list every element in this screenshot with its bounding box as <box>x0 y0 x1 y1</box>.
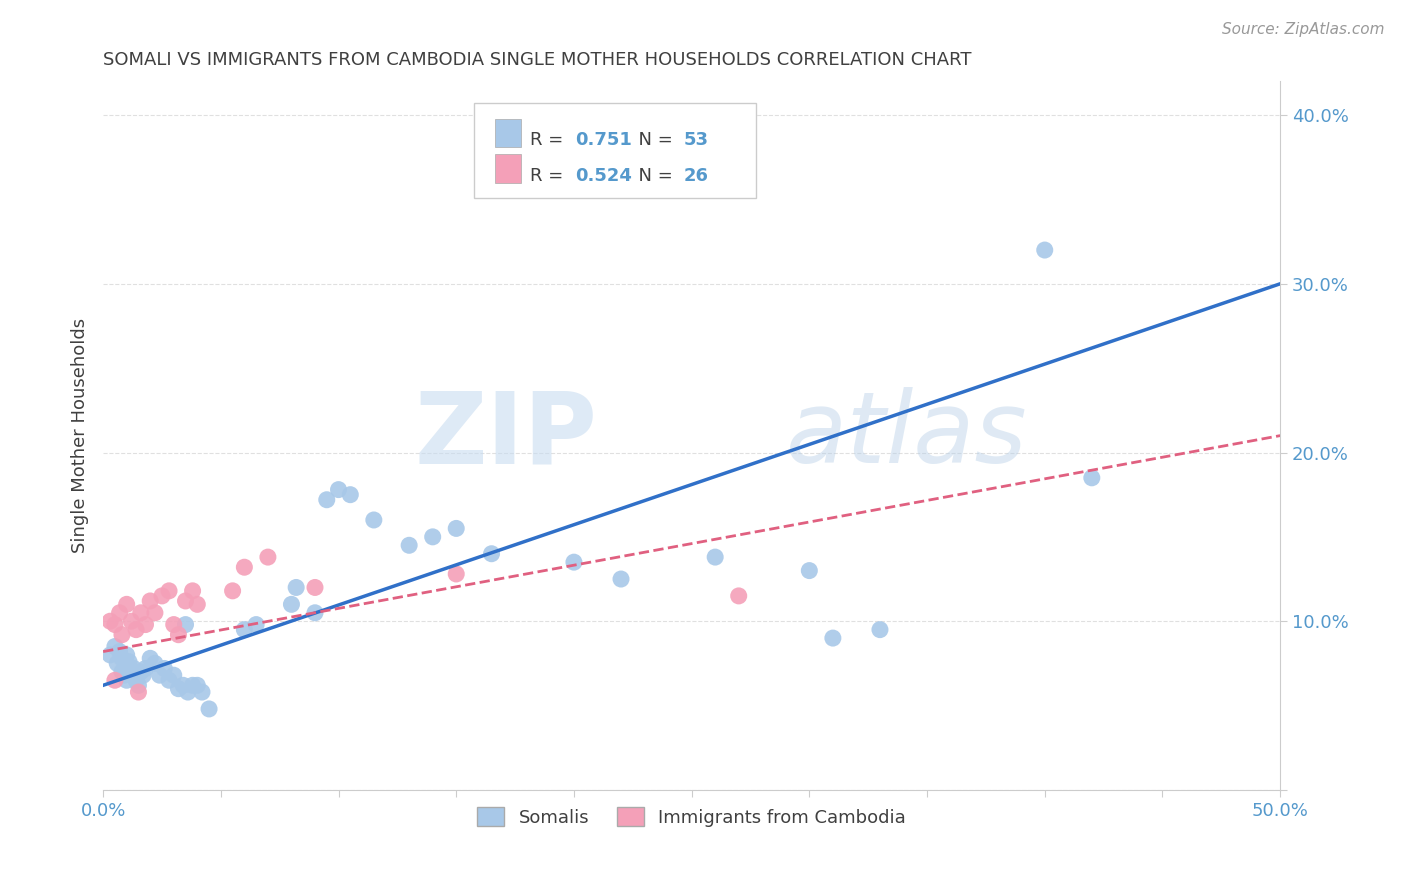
Point <box>177 685 200 699</box>
Legend: Somalis, Immigrants from Cambodia: Somalis, Immigrants from Cambodia <box>470 800 912 834</box>
Point <box>181 678 204 692</box>
Point <box>120 614 142 628</box>
Point <box>198 702 221 716</box>
Point <box>104 673 127 688</box>
Point <box>139 594 162 608</box>
Point <box>562 555 585 569</box>
Text: 26: 26 <box>683 167 709 185</box>
Point <box>727 589 749 603</box>
Point <box>172 678 194 692</box>
Point <box>174 594 197 608</box>
Point <box>108 644 131 658</box>
Point <box>108 606 131 620</box>
Point <box>221 583 243 598</box>
Point <box>134 661 156 675</box>
Point <box>115 648 138 662</box>
Text: 0.524: 0.524 <box>575 167 631 185</box>
Point <box>125 673 148 688</box>
Point <box>363 513 385 527</box>
Point <box>104 640 127 654</box>
Point <box>98 648 121 662</box>
Point <box>153 661 176 675</box>
Point <box>157 583 180 598</box>
Point <box>118 655 141 669</box>
Point <box>181 583 204 598</box>
Point <box>143 657 166 671</box>
FancyBboxPatch shape <box>495 119 522 147</box>
Point <box>132 668 155 682</box>
Point <box>111 628 134 642</box>
Point <box>127 678 149 692</box>
Point <box>115 661 138 675</box>
Point <box>821 631 844 645</box>
Point <box>167 628 190 642</box>
Point <box>157 673 180 688</box>
Text: R =: R = <box>530 131 569 149</box>
Text: Source: ZipAtlas.com: Source: ZipAtlas.com <box>1222 22 1385 37</box>
Point <box>134 617 156 632</box>
Point <box>186 598 208 612</box>
Text: ZIP: ZIP <box>415 387 598 484</box>
Point <box>125 623 148 637</box>
Point <box>191 685 214 699</box>
Text: atlas: atlas <box>786 387 1028 484</box>
Point <box>149 668 172 682</box>
Point <box>610 572 633 586</box>
Point <box>111 651 134 665</box>
Point <box>98 614 121 628</box>
Point <box>233 623 256 637</box>
Point <box>339 488 361 502</box>
Point <box>163 668 186 682</box>
Point <box>233 560 256 574</box>
Point <box>304 606 326 620</box>
Point <box>112 668 135 682</box>
Point <box>444 566 467 581</box>
FancyBboxPatch shape <box>474 103 756 198</box>
Text: N =: N = <box>627 131 679 149</box>
Point <box>285 581 308 595</box>
Point <box>280 598 302 612</box>
Point <box>115 598 138 612</box>
Point <box>105 657 128 671</box>
Point <box>150 589 173 603</box>
FancyBboxPatch shape <box>495 154 522 183</box>
Point <box>444 521 467 535</box>
Point <box>167 681 190 696</box>
Point <box>115 673 138 688</box>
Point <box>869 623 891 637</box>
Point <box>1081 471 1104 485</box>
Text: SOMALI VS IMMIGRANTS FROM CAMBODIA SINGLE MOTHER HOUSEHOLDS CORRELATION CHART: SOMALI VS IMMIGRANTS FROM CAMBODIA SINGL… <box>103 51 972 69</box>
Point <box>139 651 162 665</box>
Point <box>104 617 127 632</box>
Y-axis label: Single Mother Households: Single Mother Households <box>72 318 89 553</box>
Point <box>1033 243 1056 257</box>
Point <box>481 547 503 561</box>
Point <box>304 581 326 595</box>
Point <box>143 606 166 620</box>
Point <box>799 564 821 578</box>
Point <box>163 617 186 632</box>
Point <box>129 665 152 679</box>
Point <box>111 665 134 679</box>
Point <box>257 550 280 565</box>
Point <box>328 483 350 497</box>
Point <box>315 492 337 507</box>
Point <box>704 550 727 565</box>
Point <box>398 538 420 552</box>
Point <box>422 530 444 544</box>
Point <box>186 678 208 692</box>
Point <box>127 685 149 699</box>
Point <box>120 668 142 682</box>
Point <box>245 617 267 632</box>
Text: N =: N = <box>627 167 679 185</box>
Text: 53: 53 <box>683 131 709 149</box>
Text: R =: R = <box>530 167 569 185</box>
Point <box>122 661 145 675</box>
Point <box>129 606 152 620</box>
Text: 0.751: 0.751 <box>575 131 631 149</box>
Point <box>174 617 197 632</box>
